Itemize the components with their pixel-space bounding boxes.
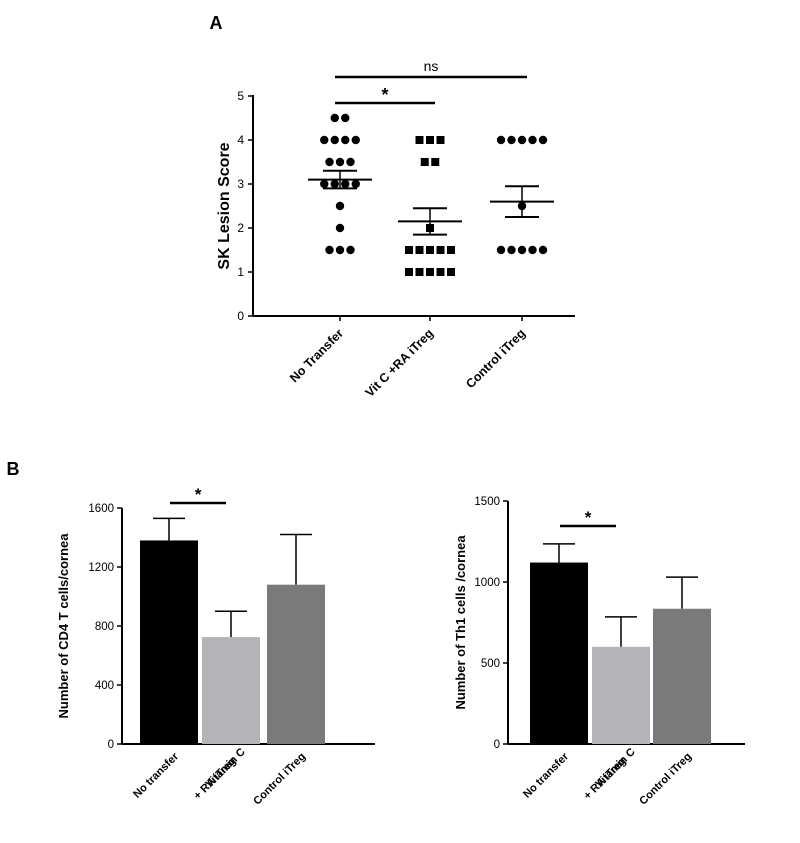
y-tick-label: 1200 [88,562,114,574]
y-tick-label: 2 [237,221,244,235]
data-point [436,136,445,144]
x-category-label: No Transfer [287,326,346,385]
x-category-label: Control iTreg [463,326,528,391]
y-axis-title: SK Lesion Score [216,142,233,269]
y-tick-label: 500 [481,658,500,670]
data-point [415,136,424,144]
bar [267,584,325,744]
data-point [431,158,440,166]
data-point [496,245,506,255]
bar [530,562,588,744]
data-point [346,245,355,255]
data-point [426,136,434,144]
data-point [528,245,537,255]
data-point [335,157,345,167]
y-tick-label: 4 [237,133,244,147]
x-category-label: Vit C +RA iTreg [363,326,437,400]
data-point [517,245,527,255]
data-point [405,268,413,276]
data-point [436,246,445,254]
y-tick-label: 1500 [474,496,500,508]
y-tick-label: 1600 [88,503,114,515]
panel-letter-b: B [7,459,20,479]
data-point [447,268,455,276]
data-point [351,135,360,145]
x-category-label: + RA iTreg [192,755,239,802]
data-point [405,246,413,254]
y-axis-title: Number of CD4 T cells/cornea [56,533,71,719]
data-point [351,179,360,189]
significance-label: ns [424,58,439,74]
data-point [528,135,537,145]
data-point [538,245,548,255]
data-point [426,268,434,276]
y-tick-label: 1 [237,265,244,279]
bar [653,608,711,744]
x-category-label: Control iTreg [251,751,308,808]
data-point [426,246,434,254]
significance-label: * [585,508,592,527]
y-tick-label: 3 [237,177,244,191]
data-point [415,268,424,276]
data-point [415,246,424,254]
data-point [507,245,516,255]
data-point [335,223,345,233]
y-tick-label: 0 [494,739,500,751]
data-point [346,157,355,167]
y-tick-label: 1000 [474,577,500,589]
data-point [335,245,345,255]
data-point [325,245,334,255]
y-tick-label: 5 [237,89,244,103]
significance-label: * [195,485,202,504]
bar [140,540,198,744]
x-category-label: + RA iTreg [582,755,629,802]
significance-label: * [381,85,388,105]
y-tick-label: 400 [95,680,114,692]
data-point [420,158,429,166]
x-category-label: No transfer [521,750,571,800]
data-point [330,135,339,145]
panel-letter-a: A [210,13,223,33]
y-axis-title: Number of Th1 cells /cornea [453,535,468,710]
x-category-label: No transfer [131,750,181,800]
bar [202,637,260,744]
data-point [507,135,516,145]
chart-b-th1-counts: 0 500 1000 1500 Number of Th1 cells /cornea N… [453,496,745,808]
bar [592,646,650,744]
data-point [538,135,548,145]
data-point [447,246,455,254]
data-point [330,113,339,123]
data-point [320,135,329,145]
data-point [341,135,350,145]
data-point [330,179,339,189]
data-point [335,201,345,211]
data-point [341,113,350,123]
data-point [341,179,350,189]
chart-b-cd4-counts: 0 400 800 1200 1600 Number of CD4 T cells/cor… [56,485,375,808]
y-tick-label: 800 [95,621,114,633]
data-point [436,268,445,276]
data-point [517,135,527,145]
y-tick-label: 0 [108,739,114,751]
chart-a-lesion-scores: 0 1 2 3 4 5 SK Lesion Score No Transfer Vit C +R… [216,58,575,400]
data-point [325,157,334,167]
data-point [496,135,506,145]
y-tick-label: 0 [237,309,244,323]
data-point [320,179,329,189]
x-category-label: Control iTreg [637,751,694,808]
